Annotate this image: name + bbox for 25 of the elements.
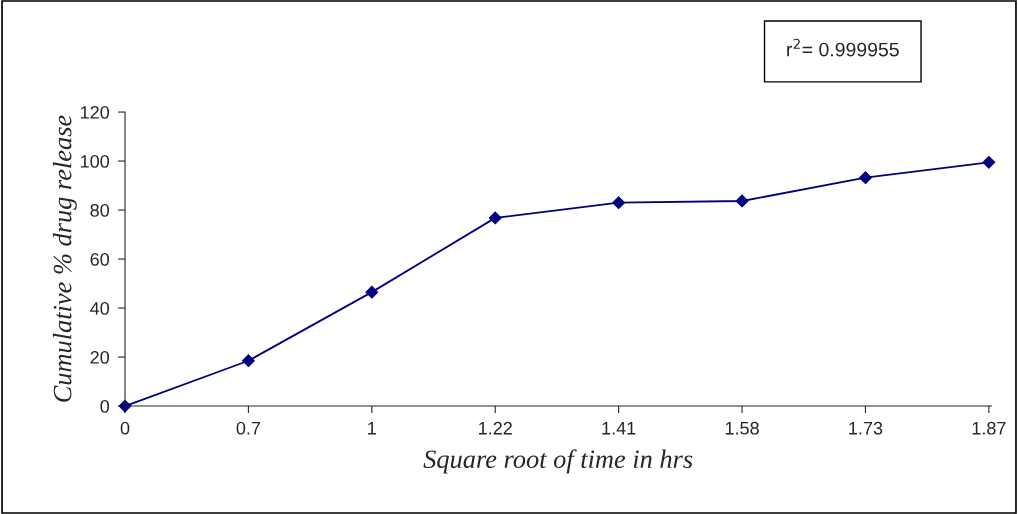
x-tick-label: 0 bbox=[120, 421, 130, 435]
text: r$^{2}$= 0.999955 bbox=[787, 38, 899, 57]
point bbox=[859, 171, 872, 185]
x-tick-label: 1.73 bbox=[849, 421, 883, 435]
y-tick-label: 0 bbox=[100, 399, 110, 413]
x-axis-title: Square root of time in hrs bbox=[423, 449, 693, 474]
y-tick-label: 120 bbox=[80, 105, 110, 119]
x-tick-label: 1.41 bbox=[602, 422, 636, 435]
x-tick-label: 1.58 bbox=[725, 421, 759, 435]
point bbox=[365, 285, 379, 299]
y-tick-label: 100 bbox=[80, 154, 110, 168]
y-tick-label: 40 bbox=[90, 301, 110, 315]
x-tick-label: 1 bbox=[368, 422, 376, 435]
x-tick-label: 1.87 bbox=[972, 421, 1006, 435]
point bbox=[612, 196, 626, 210]
y-tick-label: 20 bbox=[90, 350, 110, 364]
x-tick-label: 1.22 bbox=[479, 421, 512, 435]
point bbox=[982, 155, 996, 169]
y-tick-label: 60 bbox=[90, 252, 110, 266]
point bbox=[735, 194, 749, 208]
point bbox=[242, 354, 255, 368]
y-tick-label: 80 bbox=[90, 203, 110, 217]
y-axis-title: Cumulative % drug release bbox=[52, 115, 77, 402]
x-tick-label: 0.7 bbox=[236, 421, 261, 435]
point bbox=[488, 211, 502, 225]
